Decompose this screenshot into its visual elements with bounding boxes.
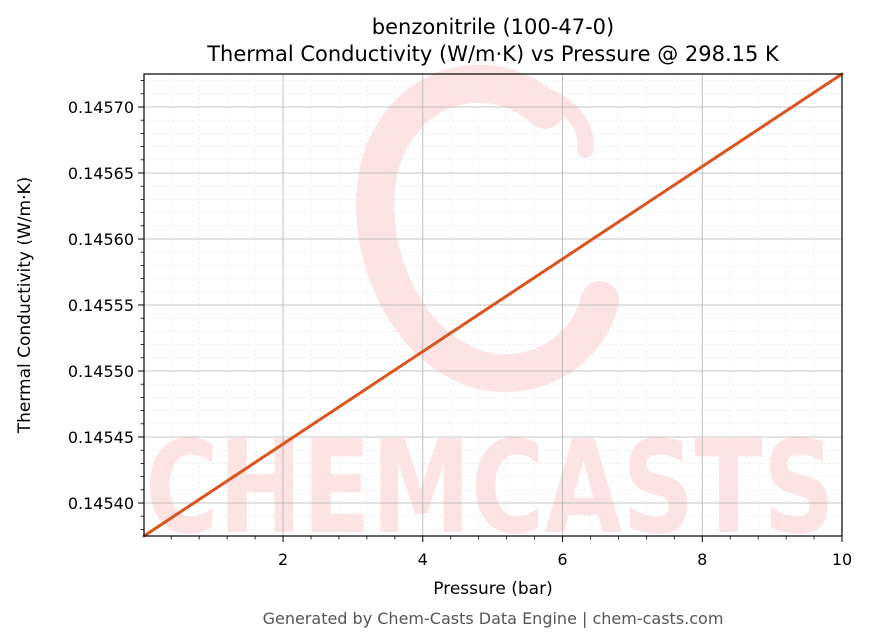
footer-credit: Generated by Chem-Casts Data Engine | ch…: [263, 609, 724, 628]
x-axis-label: Pressure (bar): [433, 579, 552, 599]
x-tick-label: 10: [832, 550, 852, 569]
axis-ticks: [138, 80, 843, 542]
y-tick-label: 0.14545: [68, 428, 134, 447]
y-tick-label: 0.14550: [68, 362, 134, 381]
y-tick-label: 0.14565: [68, 164, 134, 183]
x-tick-label: 8: [697, 550, 707, 569]
x-tick-label: 4: [418, 550, 428, 569]
watermark-logo-icon: [356, 64, 619, 393]
y-tick-labels: 0.14540 0.14545 0.14550 0.14555 0.14560 0.145…: [68, 98, 134, 513]
x-tick-label: 2: [278, 550, 288, 569]
chart-title: benzonitrile (100-47-0): [372, 15, 614, 39]
watermark: CHEMCASTS: [145, 64, 835, 563]
watermark-text: CHEMCASTS: [145, 414, 835, 563]
series-layer: [142, 72, 844, 538]
y-tick-label: 0.14570: [68, 98, 134, 117]
series-line: [142, 72, 844, 538]
y-tick-label: 0.14555: [68, 296, 134, 315]
y-tick-label: 0.14560: [68, 230, 134, 249]
y-tick-label: 0.14540: [68, 494, 134, 513]
x-tick-label: 6: [557, 550, 567, 569]
x-tick-labels: 2 4 6 8 10: [278, 550, 852, 569]
chart-subtitle: Thermal Conductivity (W/m·K) vs Pressure…: [206, 42, 780, 66]
minor-grid: [144, 74, 842, 536]
y-axis-label: Thermal Conductivity (W/m·K): [15, 177, 35, 435]
